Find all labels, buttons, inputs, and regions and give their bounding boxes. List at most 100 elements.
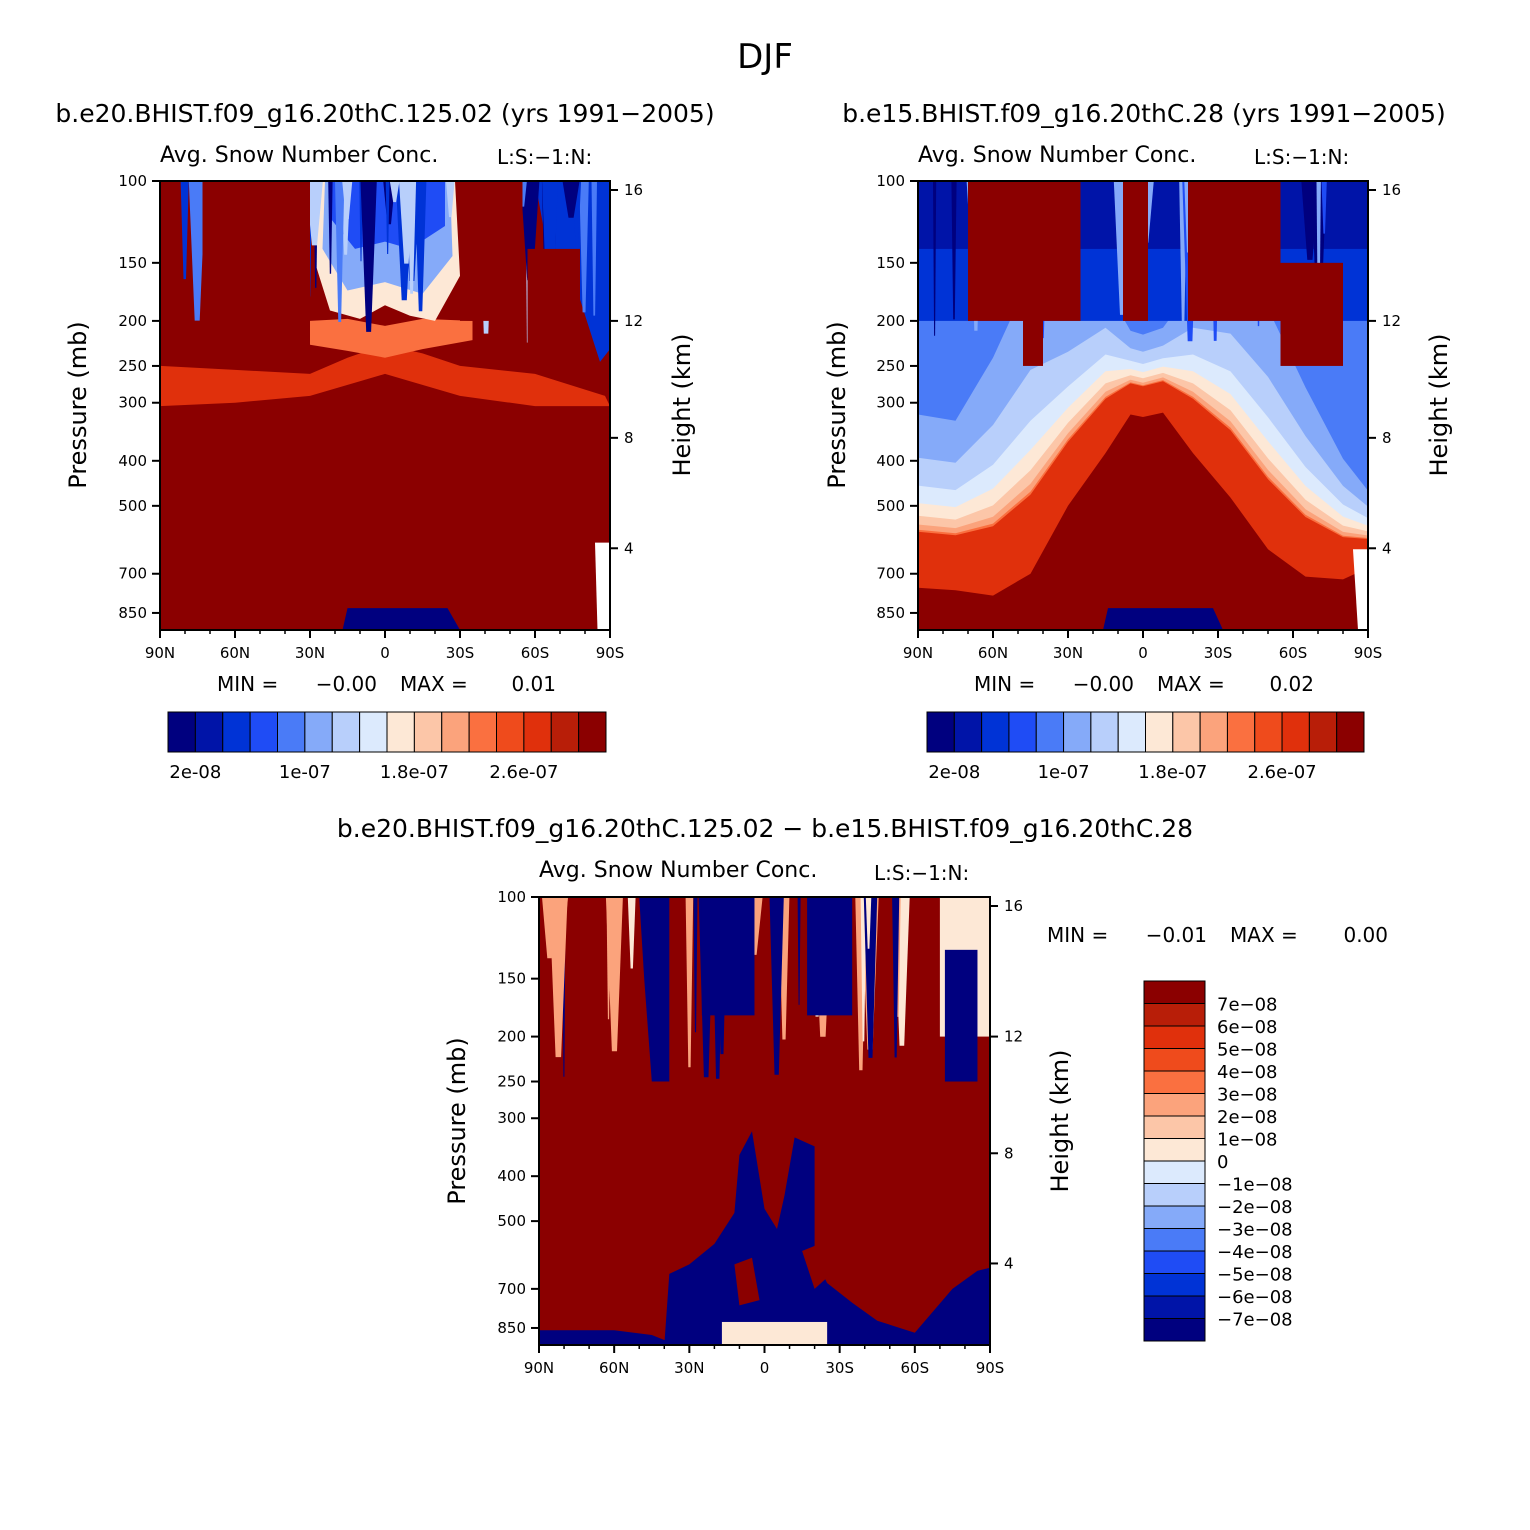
y-tick-label: 500 <box>497 1212 526 1230</box>
y-right-tick-label: 4 <box>624 539 634 557</box>
colorbar-label: 2e-08 <box>928 762 980 783</box>
x-tick-label: 90S <box>1354 644 1383 662</box>
colorbar-swatch <box>1143 1295 1206 1319</box>
colorbar-label: 1.8e-07 <box>1138 762 1207 783</box>
x-tick-label: 30N <box>1053 644 1083 662</box>
colorbar-swatch <box>1143 1273 1206 1297</box>
min-max-stats: MIN = −0.00 MAX = 0.01 <box>217 672 556 696</box>
x-tick-label: 90N <box>903 644 933 662</box>
y-right-tick-label: 8 <box>624 429 634 447</box>
x-tick-label: 60S <box>1279 644 1308 662</box>
colorbar-label: 2e-08 <box>169 762 221 783</box>
colorbar-swatch <box>359 711 388 753</box>
y-tick-label: 150 <box>118 254 147 272</box>
colorbar-swatch <box>1143 1228 1206 1252</box>
contour-spike <box>627 897 636 969</box>
y-tick-label: 500 <box>118 497 147 515</box>
colorbar-swatch <box>578 711 607 753</box>
y-right-tick-label: 4 <box>1004 1254 1014 1272</box>
colorbar-swatch <box>1254 711 1283 753</box>
colorbar-swatch <box>1090 711 1119 753</box>
plot-axes: 90N 60N 30N 0 30S 60S 90S 100 150 200 250 300 400 500… <box>497 888 1023 1377</box>
y-tick-label: 300 <box>497 1109 526 1127</box>
y-right-tick-label: 12 <box>1382 312 1401 330</box>
contour-band <box>721 1321 828 1345</box>
max-value: 0.01 <box>511 672 556 696</box>
min-max-stats: MIN = −0.00 MAX = 0.02 <box>974 672 1314 696</box>
colorbar-swatch <box>953 711 983 753</box>
panel-top-left: b.e20.BHIST.f09_g16.20thC.125.02 (yrs 19… <box>55 99 714 783</box>
colorbar-label: −5e−08 <box>1217 1265 1293 1286</box>
colorbar-swatch <box>1143 1093 1206 1117</box>
y-tick-label: 850 <box>876 604 905 622</box>
colorbar-swatch <box>413 711 443 753</box>
colorbar-swatch <box>277 711 306 753</box>
contour-spike <box>933 181 937 336</box>
x-tick-label: 60N <box>220 644 250 662</box>
colorbar-swatch <box>304 711 333 753</box>
variable-title: Avg. Snow Number Conc. <box>160 143 438 168</box>
y-tick-label: 400 <box>497 1167 526 1185</box>
colorbar-label: −7e−08 <box>1217 1310 1293 1331</box>
y-axis-title: Pressure (mb) <box>64 321 92 488</box>
colorbar-swatch <box>926 711 955 753</box>
x-tick-label: 0 <box>1138 644 1148 662</box>
y-tick-label: 150 <box>876 254 905 272</box>
case-title: b.e15.BHIST.f09_g16.20thC.28 (yrs 1991−2… <box>842 99 1446 128</box>
contour-spike <box>1321 181 1327 234</box>
x-tick-label: 90N <box>524 1359 554 1377</box>
colorbar-swatch <box>496 711 525 753</box>
colorbar: 2e-08 1e-07 1.8e-07 2.6e-07 <box>926 711 1365 783</box>
contour-spike <box>1316 181 1321 341</box>
colorbar-swatch <box>523 711 552 753</box>
contour-spike <box>335 181 345 322</box>
contour-block <box>639 897 670 1082</box>
case-title: b.e20.BHIST.f09_g16.20thC.125.02 (yrs 19… <box>55 99 714 128</box>
y-tick-label: 250 <box>876 357 905 375</box>
contour-block <box>807 897 853 1016</box>
colorbar-swatch <box>441 711 470 753</box>
colorbar-label: 6e−08 <box>1217 1017 1278 1038</box>
y-tick-label: 100 <box>497 888 526 906</box>
x-tick-label: 30N <box>674 1359 704 1377</box>
colorbar-swatch <box>1143 1160 1206 1184</box>
y-tick-label: 850 <box>118 604 147 622</box>
y-tick-label: 200 <box>118 312 147 330</box>
contour-block <box>1043 181 1081 321</box>
missing-region <box>595 542 610 630</box>
min-label: MIN = <box>217 672 278 696</box>
contour-spike <box>685 897 694 1068</box>
y-tick-label: 850 <box>497 1319 526 1337</box>
contour-band <box>1103 608 1223 630</box>
x-tick-label: 0 <box>760 1359 770 1377</box>
x-tick-label: 60S <box>521 644 550 662</box>
y-tick-label: 400 <box>876 452 905 470</box>
colorbar-swatch <box>249 711 278 753</box>
y-axis-title-right: Height (km) <box>668 334 696 477</box>
contour-spike <box>529 181 533 218</box>
contour-block <box>1188 181 1231 321</box>
y-tick-label: 100 <box>876 172 905 190</box>
contour-band <box>918 412 1368 630</box>
x-tick-label: 90S <box>976 1359 1005 1377</box>
colorbar-label: 1.8e-07 <box>380 762 449 783</box>
colorbar-swatch <box>1143 1048 1206 1072</box>
min-value: −0.01 <box>1146 923 1207 947</box>
colorbar-swatch <box>1143 1183 1206 1207</box>
colorbar-label: 2e−08 <box>1217 1107 1278 1128</box>
colorbar-swatch <box>1008 711 1037 753</box>
contour-spike <box>863 897 878 1058</box>
max-label: MAX = <box>400 672 468 696</box>
colorbar-swatch <box>1143 1250 1206 1274</box>
colorbar-label: 5e−08 <box>1217 1040 1278 1061</box>
colorbar: 2e-08 1e-07 1.8e-07 2.6e-07 <box>167 711 607 783</box>
y-right-tick-label: 12 <box>624 312 643 330</box>
plot-axes: 90N 60N 30N 0 30S 60S 90S 100 150 200 250 300 400 500… <box>876 172 1401 662</box>
panel-bottom-difference: b.e20.BHIST.f09_g16.20thC.125.02 − b.e15… <box>337 814 1388 1377</box>
y-right-tick-label: 8 <box>1382 429 1392 447</box>
y-right-tick-label: 12 <box>1004 1028 1023 1046</box>
contour-spike <box>407 181 417 294</box>
contour-block <box>701 897 755 1016</box>
y-right-tick-label: 16 <box>1382 181 1401 199</box>
contour-block <box>1023 181 1043 366</box>
